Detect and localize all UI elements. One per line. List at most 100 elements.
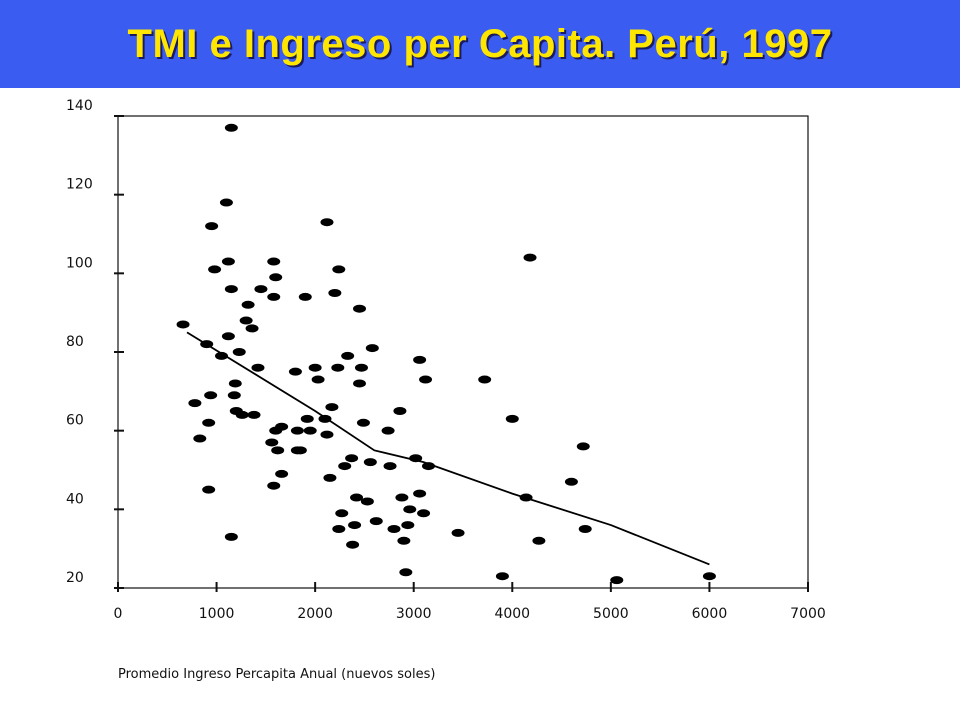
data-point	[227, 391, 241, 400]
data-point	[403, 505, 417, 514]
data-point	[241, 300, 255, 309]
data-point	[387, 525, 401, 533]
data-point	[413, 489, 427, 498]
data-point	[422, 462, 435, 471]
x-axis: 0 1000 2000 3000 4000 5000 6000 7000	[114, 582, 826, 622]
page-title: TMI e Ingreso per Capita. Perú, 1997	[127, 21, 833, 66]
x-tick-label: 7000	[790, 606, 826, 622]
data-point	[221, 332, 235, 341]
x-tick-label: 5000	[593, 606, 629, 622]
data-point	[247, 410, 261, 419]
x-tick-label: 3000	[396, 606, 432, 622]
data-point	[202, 418, 216, 427]
data-point	[202, 485, 216, 494]
data-point	[363, 458, 377, 467]
data-point	[204, 391, 218, 400]
data-point	[332, 525, 346, 533]
data-point	[290, 426, 304, 435]
data-point	[219, 198, 233, 207]
data-points	[176, 123, 716, 585]
x-tick-label: 1000	[199, 606, 235, 622]
data-point	[417, 509, 431, 518]
data-point	[265, 438, 279, 447]
data-point	[303, 426, 317, 435]
data-point	[353, 379, 366, 388]
data-point	[419, 375, 433, 384]
data-point	[239, 316, 253, 325]
data-point	[224, 532, 238, 541]
data-point	[275, 422, 289, 431]
data-point	[311, 375, 325, 384]
data-point	[193, 434, 207, 443]
x-axis-label: Promedio Ingreso Percapita Anual (nuevos…	[118, 667, 435, 682]
data-point	[325, 403, 339, 412]
data-point	[208, 265, 222, 274]
data-point	[335, 509, 349, 518]
data-point	[221, 257, 235, 266]
data-point	[397, 536, 411, 545]
data-point	[451, 528, 465, 537]
data-point	[395, 493, 409, 502]
x-tick-label: 0	[114, 606, 123, 622]
data-point	[245, 324, 259, 333]
data-point	[564, 477, 578, 486]
data-point	[413, 355, 427, 364]
data-point	[356, 418, 370, 427]
data-point	[308, 363, 322, 372]
data-point	[393, 407, 407, 415]
data-point	[332, 265, 346, 274]
data-point	[228, 379, 242, 388]
data-point	[331, 363, 345, 372]
data-point	[293, 446, 307, 455]
data-point	[345, 454, 359, 463]
data-point	[702, 572, 716, 581]
scatter-chart: 20 40 60 80 100 120 140 0 1000 2000 3000 4000 5000 6…	[66, 98, 826, 682]
y-tick-label: 60	[66, 413, 84, 429]
data-point	[346, 540, 360, 549]
data-point	[267, 257, 281, 266]
data-point	[188, 399, 202, 408]
data-point	[251, 363, 265, 372]
data-point	[369, 517, 383, 526]
data-point	[288, 367, 302, 376]
data-point	[267, 481, 281, 490]
data-point	[269, 273, 283, 282]
data-point	[353, 304, 366, 313]
y-tick-label: 80	[66, 334, 84, 350]
data-point	[532, 536, 546, 545]
title-bar: TMI e Ingreso per Capita. Perú, 1997	[0, 0, 960, 88]
data-point	[318, 414, 332, 423]
data-point	[350, 493, 364, 502]
x-tick-label: 2000	[297, 606, 333, 622]
data-point	[348, 521, 362, 530]
y-tick-label: 140	[66, 98, 93, 114]
data-point	[224, 123, 238, 132]
y-tick-label: 100	[66, 255, 93, 271]
trend-line	[186, 331, 710, 566]
data-point	[300, 414, 314, 423]
data-point	[495, 572, 509, 581]
data-point	[354, 363, 368, 372]
data-point	[298, 292, 312, 301]
data-point	[338, 462, 352, 471]
data-point	[505, 414, 519, 423]
data-point	[205, 222, 219, 231]
data-point	[320, 430, 334, 439]
data-point	[232, 348, 246, 356]
data-point	[360, 497, 374, 506]
data-point	[215, 351, 228, 360]
y-axis: 20 40 60 80 100 120 140	[66, 98, 124, 589]
x-tick-label: 4000	[494, 606, 530, 622]
x-tick-label: 6000	[692, 606, 728, 622]
data-point	[341, 351, 355, 360]
data-point	[610, 576, 624, 585]
data-point	[254, 285, 268, 294]
data-point	[401, 521, 415, 530]
data-point	[235, 410, 249, 419]
data-point	[523, 253, 537, 262]
data-point	[478, 375, 492, 384]
y-tick-label: 20	[66, 570, 84, 586]
y-tick-label: 40	[66, 491, 84, 507]
data-point	[271, 446, 285, 455]
data-point	[383, 462, 397, 471]
